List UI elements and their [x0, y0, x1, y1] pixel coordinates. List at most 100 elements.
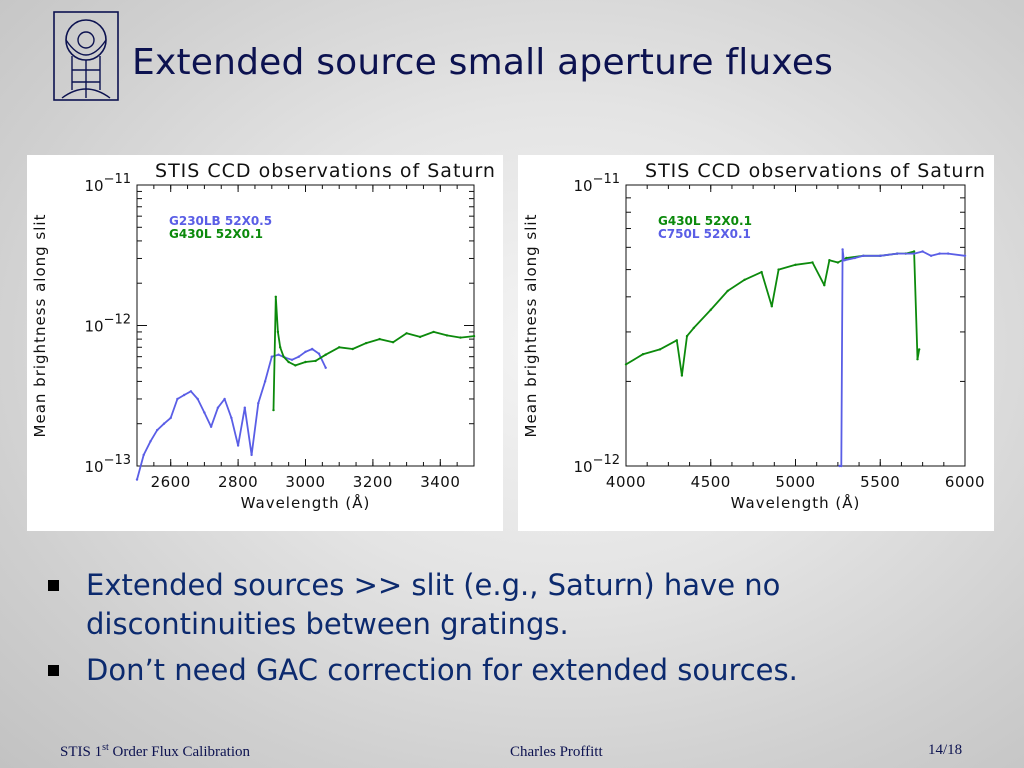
- x-tick-label: 6000: [945, 473, 985, 491]
- data-point: [418, 335, 422, 339]
- data-point: [760, 270, 763, 274]
- data-point: [946, 252, 950, 255]
- footer-title-prefix: STIS 1: [60, 744, 103, 760]
- data-point: [916, 358, 919, 361]
- data-point: [828, 259, 831, 262]
- data-point: [843, 259, 846, 262]
- y-tick-label: 10−12: [84, 313, 131, 336]
- x-tick-label: 3000: [285, 473, 325, 491]
- data-point: [176, 397, 179, 401]
- data-point: [445, 334, 449, 337]
- data-point: [459, 336, 462, 339]
- data-point: [845, 256, 848, 260]
- data-point: [709, 308, 712, 311]
- data-point: [304, 360, 307, 364]
- data-point: [896, 252, 899, 255]
- data-point: [236, 444, 240, 447]
- footer-author: Charles Proffitt: [510, 744, 603, 760]
- y-tick-label: 10−12: [573, 453, 620, 476]
- data-point: [324, 366, 327, 369]
- data-point: [142, 453, 145, 457]
- x-axis-label: Wavelength (Å): [731, 493, 861, 512]
- data-point: [641, 353, 645, 356]
- chart-title: STIS CCD observations of Saturn: [645, 160, 986, 182]
- data-point: [277, 353, 280, 356]
- data-point: [272, 408, 275, 412]
- data-point: [317, 352, 321, 355]
- data-point: [963, 254, 967, 257]
- data-point: [794, 263, 797, 266]
- x-axis-label: Wavelength (Å): [241, 493, 371, 512]
- legend-entry: C750L 52X0.1: [658, 227, 751, 241]
- data-point: [432, 330, 435, 334]
- data-point: [938, 252, 941, 255]
- data-point: [287, 360, 290, 364]
- y-tick-label: 10−13: [84, 453, 131, 476]
- data-point: [351, 347, 354, 351]
- x-tick-label: 4500: [691, 473, 731, 491]
- data-point: [314, 359, 317, 363]
- bullet-text: Extended sources >> slit (e.g., Saturn) …: [86, 568, 781, 641]
- data-point: [209, 425, 213, 428]
- data-point: [276, 330, 280, 334]
- legend-entry: G430L 52X0.1: [169, 227, 263, 241]
- data-point: [203, 411, 206, 414]
- data-point: [680, 374, 684, 377]
- x-tick-label: 5500: [860, 473, 900, 491]
- data-point: [624, 363, 628, 366]
- data-point: [879, 254, 882, 257]
- data-point: [338, 346, 341, 349]
- data-point: [263, 380, 267, 383]
- bullet-item: Don’t need GAC correction for extended s…: [46, 651, 966, 690]
- data-point: [169, 416, 172, 420]
- data-point: [270, 355, 273, 358]
- bullet-text: Don’t need GAC correction for extended s…: [86, 653, 798, 687]
- data-point: [840, 464, 843, 468]
- data-point: [862, 254, 865, 257]
- x-tick-label: 5000: [775, 473, 815, 491]
- data-point: [726, 289, 729, 293]
- data-point: [243, 406, 246, 409]
- footer-title-superscript: st: [102, 742, 109, 753]
- bullet-item: Extended sources >> slit (e.g., Saturn) …: [46, 566, 966, 644]
- data-point: [274, 295, 277, 298]
- y-tick-label: 10−11: [573, 172, 620, 195]
- data-point: [823, 284, 826, 287]
- saturn-optical-chart: STIS CCD observations of Saturn 4000 4500 5…: [522, 160, 986, 512]
- data-point: [196, 397, 199, 401]
- data-point: [311, 347, 314, 351]
- footer-page-number: 14/18: [928, 742, 963, 758]
- data-point: [297, 355, 300, 358]
- data-point: [675, 339, 678, 342]
- series-line-2: [839, 248, 966, 467]
- data-point: [405, 332, 408, 335]
- series-line-1: [625, 250, 921, 377]
- legend-entry: G230LB 52X0.5: [169, 214, 272, 228]
- data-point: [841, 248, 844, 251]
- data-point: [685, 334, 689, 338]
- data-point: [189, 390, 193, 393]
- series-line-1: [136, 348, 327, 480]
- data-point: [921, 250, 924, 253]
- data-point: [918, 348, 921, 351]
- data-point: [230, 416, 233, 420]
- data-point: [135, 478, 139, 481]
- y-tick-label: 10−11: [84, 172, 131, 195]
- slide-title: Extended source small aperture fluxes: [132, 42, 834, 83]
- legend-entry: G430L 52X0.1: [658, 214, 752, 228]
- data-point: [257, 402, 260, 405]
- y-axis-label: Mean brightness along slit: [31, 214, 49, 438]
- data-point: [216, 406, 220, 409]
- saturn-optical-plot: STIS CCD observations of Saturn 4000 4500 5…: [518, 155, 994, 531]
- data-point: [162, 422, 166, 425]
- data-point: [391, 341, 395, 344]
- data-point: [836, 261, 840, 264]
- data-point: [290, 358, 294, 361]
- data-point: [811, 261, 814, 264]
- data-point: [149, 440, 152, 443]
- data-point: [250, 453, 253, 457]
- footer-title-suffix: Order Flux Calibration: [108, 744, 250, 760]
- data-point: [279, 346, 282, 349]
- x-tick-label: 2600: [151, 473, 191, 491]
- data-point: [777, 268, 780, 271]
